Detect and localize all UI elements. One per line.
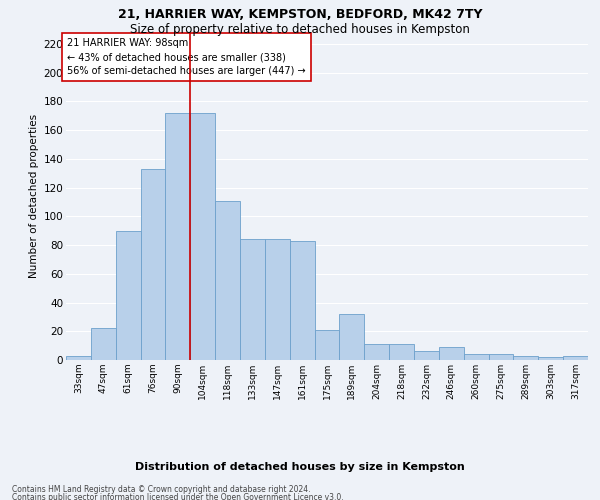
Bar — [514, 356, 538, 360]
Text: 21, HARRIER WAY, KEMPSTON, BEDFORD, MK42 7TY: 21, HARRIER WAY, KEMPSTON, BEDFORD, MK42… — [118, 8, 482, 20]
Bar — [66, 356, 91, 360]
Bar — [91, 328, 116, 360]
Text: Contains HM Land Registry data © Crown copyright and database right 2024.: Contains HM Land Registry data © Crown c… — [12, 485, 311, 494]
Bar — [166, 113, 190, 360]
Bar — [116, 230, 140, 360]
Bar — [414, 352, 439, 360]
Bar — [265, 240, 290, 360]
Text: Distribution of detached houses by size in Kempston: Distribution of detached houses by size … — [135, 462, 465, 472]
Bar — [190, 113, 215, 360]
Text: Size of property relative to detached houses in Kempston: Size of property relative to detached ho… — [130, 22, 470, 36]
Bar — [140, 169, 166, 360]
Bar — [340, 314, 364, 360]
Bar — [240, 240, 265, 360]
Bar — [290, 241, 314, 360]
Y-axis label: Number of detached properties: Number of detached properties — [29, 114, 40, 278]
Bar — [563, 356, 588, 360]
Bar — [538, 357, 563, 360]
Bar — [314, 330, 340, 360]
Text: Contains public sector information licensed under the Open Government Licence v3: Contains public sector information licen… — [12, 492, 344, 500]
Bar — [364, 344, 389, 360]
Bar — [464, 354, 488, 360]
Text: 21 HARRIER WAY: 98sqm
← 43% of detached houses are smaller (338)
56% of semi-det: 21 HARRIER WAY: 98sqm ← 43% of detached … — [67, 38, 306, 76]
Bar — [389, 344, 414, 360]
Bar — [215, 200, 240, 360]
Bar — [439, 347, 464, 360]
Bar — [488, 354, 514, 360]
